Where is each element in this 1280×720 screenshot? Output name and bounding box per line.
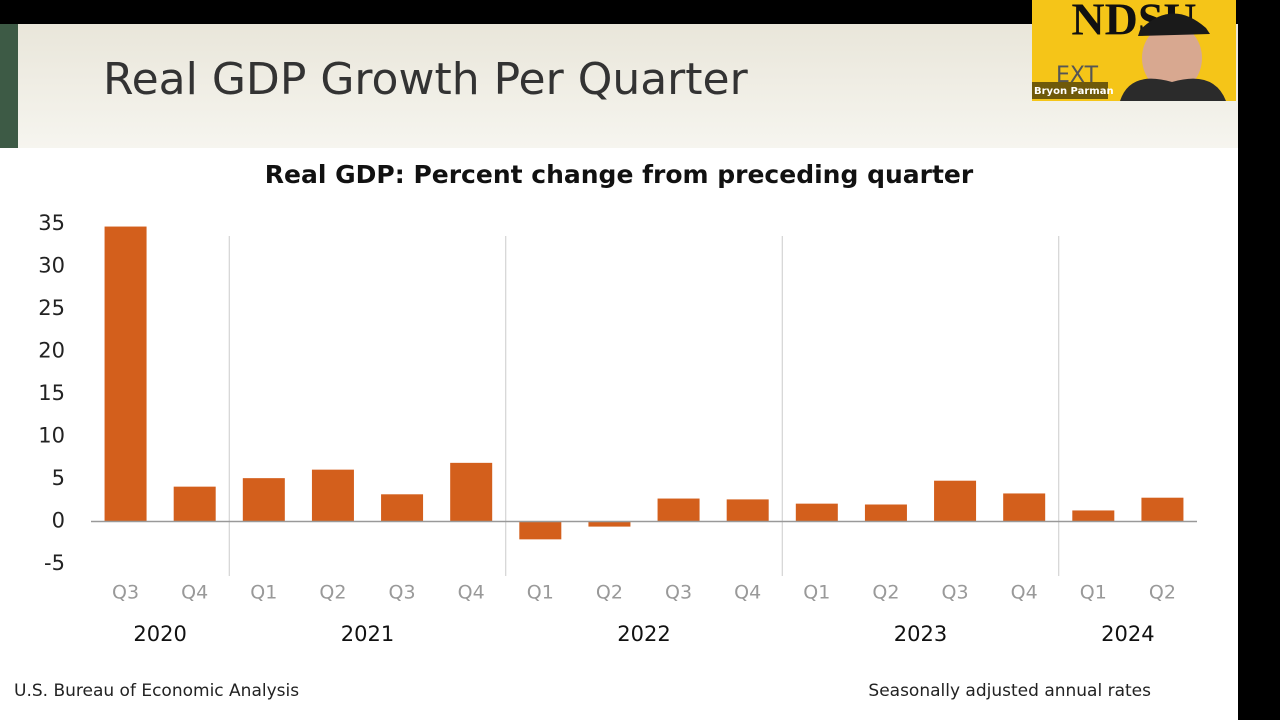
bar <box>726 499 769 522</box>
x-tick-label: Q1 <box>803 582 830 604</box>
group-label: 2021 <box>341 622 394 646</box>
bar <box>519 521 562 540</box>
bar <box>1072 510 1115 522</box>
group-label: 2023 <box>894 622 947 646</box>
presenter-name: Bryon Parman <box>1034 86 1114 97</box>
y-tick-label: 35 <box>38 211 65 235</box>
y-tick-label: 25 <box>38 296 65 320</box>
bar <box>1141 497 1184 522</box>
x-tick-label: Q3 <box>665 582 692 604</box>
group-label: 2024 <box>1101 622 1154 646</box>
bar <box>311 469 354 522</box>
name-bg <box>1032 82 1108 99</box>
x-tick-label: Q4 <box>181 582 208 604</box>
y-tick-label: 5 <box>52 466 65 490</box>
bar <box>588 521 631 527</box>
y-tick-label: -5 <box>44 551 65 575</box>
note: Seasonally adjusted annual rates <box>868 681 1151 701</box>
x-tick-label: Q4 <box>1011 582 1038 604</box>
slide-header <box>0 24 1238 148</box>
accent-strip <box>0 24 18 148</box>
chart-title: Real GDP: Percent change from preceding … <box>265 160 974 189</box>
x-tick-label: Q4 <box>734 582 761 604</box>
x-tick-label: Q3 <box>942 582 969 604</box>
x-tick-label: Q1 <box>1080 582 1107 604</box>
y-tick-label: 10 <box>38 424 65 448</box>
x-tick-label: Q3 <box>112 582 139 604</box>
bar <box>864 504 907 522</box>
bar <box>381 494 424 522</box>
bar <box>450 462 493 522</box>
y-tick-label: 15 <box>38 381 65 405</box>
bar <box>173 486 216 522</box>
x-tick-label: Q2 <box>1149 582 1176 604</box>
bar <box>1003 493 1046 522</box>
y-tick-label: 0 <box>52 509 65 533</box>
x-tick-label: Q2 <box>596 582 623 604</box>
presenter-face <box>1142 24 1202 92</box>
x-tick-label: Q1 <box>250 582 277 604</box>
bar <box>934 480 977 522</box>
presenter-shirt <box>1120 78 1226 101</box>
bar <box>657 498 700 522</box>
bar <box>104 226 147 522</box>
webcam: NDSU EXT Bryon Parman <box>1032 0 1236 101</box>
x-tick-label: Q2 <box>872 582 899 604</box>
slide-title: Real GDP Growth Per Quarter <box>103 54 749 105</box>
x-tick-label: Q1 <box>527 582 554 604</box>
x-tick-label: Q3 <box>389 582 416 604</box>
source: U.S. Bureau of Economic Analysis <box>14 681 299 701</box>
bar <box>242 478 285 522</box>
x-tick-label: Q2 <box>319 582 346 604</box>
x-tick-label: Q4 <box>458 582 485 604</box>
group-label: 2020 <box>133 622 186 646</box>
presenter-cap <box>1138 13 1210 36</box>
group-label: 2022 <box>617 622 670 646</box>
bar <box>795 503 838 522</box>
y-tick-label: 20 <box>38 339 65 363</box>
y-tick-label: 30 <box>38 254 65 278</box>
